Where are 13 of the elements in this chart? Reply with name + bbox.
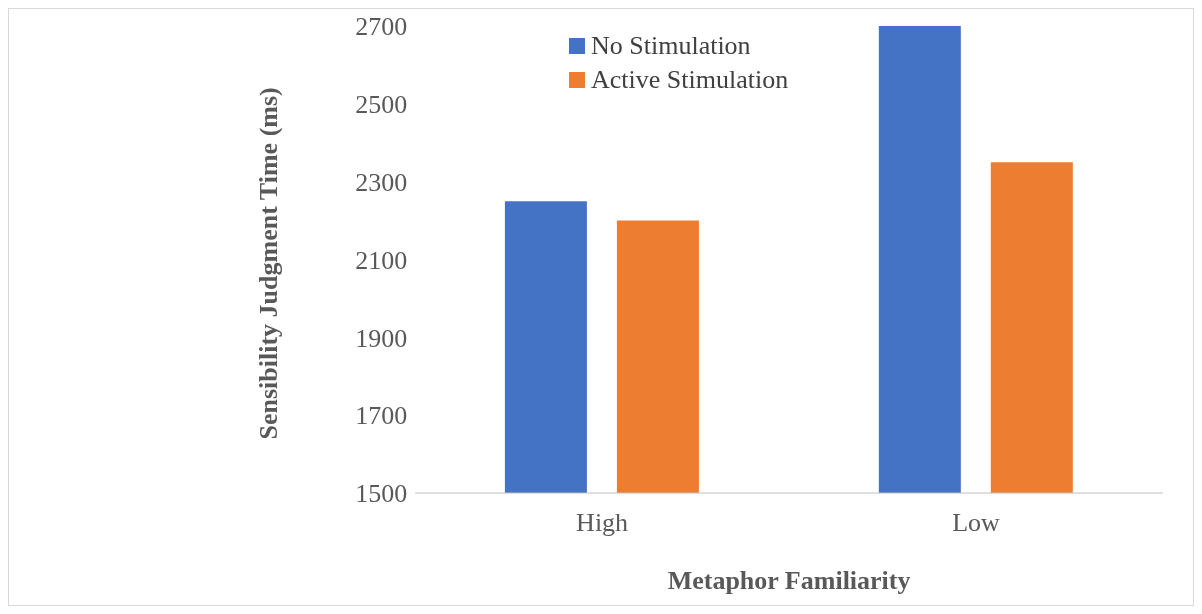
y-tick-label: 1500: [355, 479, 408, 509]
x-tick-label: Low: [952, 508, 1001, 538]
y-tick-label: 2700: [355, 12, 408, 42]
legend-label: No Stimulation: [591, 30, 751, 62]
y-tick-label: 2100: [355, 245, 408, 275]
y-tick-label: 2300: [355, 167, 408, 197]
legend-label: Active Stimulation: [591, 64, 789, 96]
y-tick-label: 2500: [355, 90, 408, 120]
y-axis-title: Sensibility Judgment Time (ms): [254, 87, 284, 440]
x-axis-title: Metaphor Familiarity: [667, 566, 911, 595]
x-tick-label: High: [576, 508, 629, 538]
y-tick-label: 1900: [355, 323, 408, 353]
y-tick-label: 1700: [355, 401, 408, 431]
